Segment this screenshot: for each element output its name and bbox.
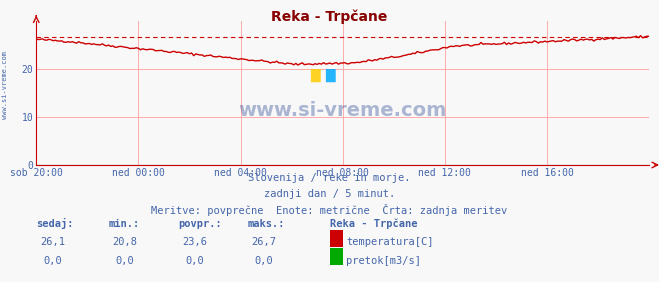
Text: zadnji dan / 5 minut.: zadnji dan / 5 minut. <box>264 189 395 199</box>
Text: www.si-vreme.com: www.si-vreme.com <box>239 101 447 120</box>
Text: maks.:: maks.: <box>247 219 285 229</box>
Text: povpr.:: povpr.: <box>178 219 221 229</box>
Text: █: █ <box>326 69 335 82</box>
Text: pretok[m3/s]: pretok[m3/s] <box>346 256 421 266</box>
Text: Reka - Trpčane: Reka - Trpčane <box>330 219 417 229</box>
Text: Slovenija / reke in morje.: Slovenija / reke in morje. <box>248 173 411 183</box>
Text: 23,6: 23,6 <box>182 237 207 247</box>
Text: min.:: min.: <box>109 219 140 229</box>
Text: sedaj:: sedaj: <box>36 218 74 229</box>
Text: 26,1: 26,1 <box>40 237 65 247</box>
Text: 26,7: 26,7 <box>251 237 276 247</box>
Text: 0,0: 0,0 <box>116 256 134 266</box>
Text: www.si-vreme.com: www.si-vreme.com <box>2 50 9 119</box>
Text: 0,0: 0,0 <box>43 256 62 266</box>
Text: 0,0: 0,0 <box>185 256 204 266</box>
Text: 0,0: 0,0 <box>254 256 273 266</box>
Text: 20,8: 20,8 <box>113 237 138 247</box>
Text: █: █ <box>310 69 320 82</box>
Text: temperatura[C]: temperatura[C] <box>346 237 434 247</box>
Text: Meritve: povprečne  Enote: metrične  Črta: zadnja meritev: Meritve: povprečne Enote: metrične Črta:… <box>152 204 507 217</box>
Text: Reka - Trpčane: Reka - Trpčane <box>272 10 387 24</box>
